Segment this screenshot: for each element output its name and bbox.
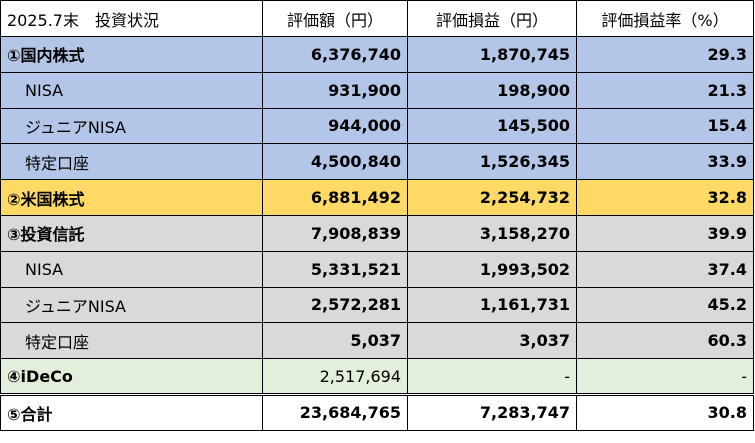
header-period-label: 2025.7末 投資状況 xyxy=(0,0,263,37)
row-gain: 3,037 xyxy=(407,322,577,360)
row-gain: 1,993,502 xyxy=(407,250,577,288)
row-label: ④iDeCo xyxy=(0,358,263,395)
row-us-stocks: ②米国株式 6,881,492 2,254,732 32.8 xyxy=(0,179,754,216)
header-rate: 評価損益率（%） xyxy=(576,0,754,37)
row-value: 5,331,521 xyxy=(262,250,408,288)
row-value: 6,881,492 xyxy=(262,179,408,216)
row-value: 6,376,740 xyxy=(262,36,408,73)
row-label: 特定口座 xyxy=(0,322,263,360)
row-gain: 1,161,731 xyxy=(407,286,577,324)
row-rate: 21.3 xyxy=(576,71,754,109)
row-rate: 45.2 xyxy=(576,286,754,324)
row-domestic-specific-account: 特定口座 4,500,840 1,526,345 33.9 xyxy=(0,143,754,181)
row-value: 4,500,840 xyxy=(262,143,408,181)
row-ideco: ④iDeCo 2,517,694 - - xyxy=(0,358,754,395)
row-funds-junior-nisa: ジュニアNISA 2,572,281 1,161,731 45.2 xyxy=(0,286,754,324)
row-value: 5,037 xyxy=(262,322,408,360)
row-value: 944,000 xyxy=(262,107,408,145)
row-value: 7,908,839 xyxy=(262,214,408,252)
row-label: ②米国株式 xyxy=(0,179,263,216)
row-label: 特定口座 xyxy=(0,143,263,181)
row-domestic-nisa: NISA 931,900 198,900 21.3 xyxy=(0,71,754,109)
row-funds-nisa: NISA 5,331,521 1,993,502 37.4 xyxy=(0,250,754,288)
row-total: ⑤合計 23,684,765 7,283,747 30.8 xyxy=(0,392,754,431)
header-value: 評価額（円） xyxy=(262,0,408,37)
row-gain: - xyxy=(407,358,577,395)
row-gain: 1,526,345 xyxy=(407,143,577,181)
row-rate: - xyxy=(576,358,754,395)
row-rate: 60.3 xyxy=(576,322,754,360)
row-rate: 30.8 xyxy=(576,392,754,431)
row-label: ①国内株式 xyxy=(0,36,263,73)
row-gain: 198,900 xyxy=(407,71,577,109)
row-label: ジュニアNISA xyxy=(0,286,263,324)
row-value: 2,572,281 xyxy=(262,286,408,324)
row-rate: 39.9 xyxy=(576,214,754,252)
row-value: 931,900 xyxy=(262,71,408,109)
row-gain: 2,254,732 xyxy=(407,179,577,216)
header-row: 2025.7末 投資状況 評価額（円） 評価損益（円） 評価損益率（%） xyxy=(0,0,754,37)
row-rate: 37.4 xyxy=(576,250,754,288)
row-label: ③投資信託 xyxy=(0,214,263,252)
investment-status-table: 2025.7末 投資状況 評価額（円） 評価損益（円） 評価損益率（%） ①国内… xyxy=(0,0,754,431)
row-label: ジュニアNISA xyxy=(0,107,263,145)
row-rate: 32.8 xyxy=(576,179,754,216)
row-gain: 1,870,745 xyxy=(407,36,577,73)
row-value: 23,684,765 xyxy=(262,392,408,431)
header-gain: 評価損益（円） xyxy=(407,0,577,37)
row-label: ⑤合計 xyxy=(0,392,263,431)
row-label: NISA xyxy=(0,250,263,288)
row-label: NISA xyxy=(0,71,263,109)
row-rate: 15.4 xyxy=(576,107,754,145)
row-value: 2,517,694 xyxy=(262,358,408,395)
row-gain: 3,158,270 xyxy=(407,214,577,252)
row-gain: 7,283,747 xyxy=(407,392,577,431)
row-rate: 29.3 xyxy=(576,36,754,73)
row-funds-specific-account: 特定口座 5,037 3,037 60.3 xyxy=(0,322,754,360)
row-domestic-stocks: ①国内株式 6,376,740 1,870,745 29.3 xyxy=(0,36,754,73)
row-gain: 145,500 xyxy=(407,107,577,145)
row-mutual-funds: ③投資信託 7,908,839 3,158,270 39.9 xyxy=(0,214,754,252)
row-rate: 33.9 xyxy=(576,143,754,181)
row-domestic-junior-nisa: ジュニアNISA 944,000 145,500 15.4 xyxy=(0,107,754,145)
